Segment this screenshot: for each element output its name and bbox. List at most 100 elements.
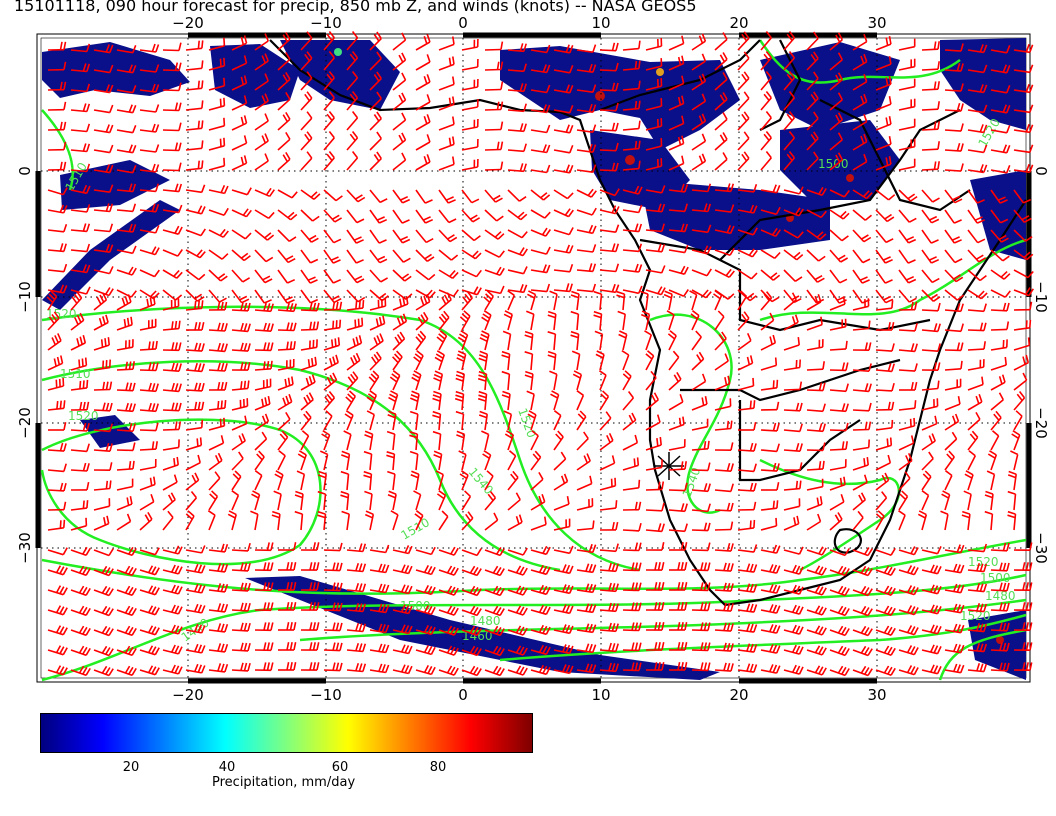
wind-barb <box>967 494 972 511</box>
wind-barb-flag <box>312 622 316 631</box>
wind-barb-flag <box>723 622 727 631</box>
wind-barb-flag <box>147 625 154 634</box>
wind-barb-flag <box>128 266 134 275</box>
wind-barb-flag <box>864 421 868 430</box>
wind-barb-flag <box>469 214 478 220</box>
wind-barb-flag <box>450 546 456 555</box>
wind-barb <box>277 249 289 263</box>
wind-barb-flag <box>791 604 797 613</box>
wind-barb-flag <box>62 667 68 676</box>
wind-barb <box>967 189 978 204</box>
wind-barb-flag <box>335 602 340 611</box>
wind-barb <box>300 514 304 531</box>
wind-barb <box>921 309 939 312</box>
wind-barb-flag <box>481 430 489 436</box>
wind-barb-flag <box>125 361 128 370</box>
wind-barb <box>484 168 502 171</box>
wind-barb-flag <box>657 562 661 571</box>
wind-barb-flag <box>960 644 965 653</box>
wind-barb <box>231 422 247 431</box>
wind-barb-flag <box>615 543 619 552</box>
wind-barb-flag <box>611 623 616 632</box>
wind-barb <box>806 520 821 531</box>
wind-barb <box>990 494 994 511</box>
wind-barb-flag <box>102 316 106 325</box>
wind-barb-flag <box>177 249 183 257</box>
wind-barb-flag <box>373 34 380 42</box>
wind-barb <box>553 629 570 635</box>
wind-barb <box>254 120 269 131</box>
wind-barb-flag <box>399 298 403 307</box>
wind-barb <box>737 489 755 492</box>
wind-barb <box>300 97 313 111</box>
wind-barb <box>93 49 110 54</box>
wind-barb-flag <box>661 185 666 194</box>
wind-barb-flag <box>178 183 183 192</box>
wind-barb <box>622 334 628 351</box>
wind-barb-flag <box>388 490 397 496</box>
wind-barb <box>875 497 888 511</box>
wind-barb-flag <box>918 510 927 516</box>
wind-barb <box>553 49 570 54</box>
wind-barb-flag <box>109 381 113 390</box>
wind-barb <box>438 414 442 431</box>
wind-barb <box>576 209 593 216</box>
wind-barb-flag <box>979 322 984 331</box>
wind-barb <box>898 105 915 111</box>
wind-barb-flag <box>167 494 174 503</box>
wind-barb <box>806 549 823 556</box>
wind-barb-flag <box>426 154 431 163</box>
wind-barb-flag <box>247 302 251 312</box>
wind-barb-flag <box>217 322 221 331</box>
wind-barb <box>944 368 962 371</box>
wind-barb-flag <box>611 455 616 464</box>
wind-barb <box>415 515 424 531</box>
wind-barb <box>714 269 730 279</box>
wind-barb <box>967 129 984 134</box>
wind-barb-flag <box>814 295 819 304</box>
wind-barb-flag <box>239 295 248 301</box>
wind-barb-flag <box>430 586 436 595</box>
wind-barb-flag <box>799 381 803 390</box>
wind-barb-flag <box>197 205 203 214</box>
wind-barb-flag <box>960 143 964 152</box>
wind-barb-flag <box>151 606 157 615</box>
wind-barb-flag <box>1029 104 1034 113</box>
wind-barb-flag <box>592 520 595 529</box>
wind-barb-flag <box>390 510 399 516</box>
wind-barb-flag <box>426 54 431 63</box>
wind-barb-flag <box>945 470 953 477</box>
wind-barb-flag <box>864 547 870 555</box>
wind-barb-flag <box>151 341 155 350</box>
wind-barb <box>70 569 87 577</box>
wind-barb <box>967 401 983 411</box>
wind-barb-flag <box>223 185 229 194</box>
wind-barb-flag <box>317 490 326 495</box>
wind-barb-flag <box>960 103 964 112</box>
wind-barb-flag <box>79 401 83 411</box>
wind-barb-flag <box>577 413 585 421</box>
wind-barb-flag <box>726 183 731 192</box>
wind-barb-flag <box>705 291 712 299</box>
wind-barb-flag <box>765 131 772 139</box>
wind-barb-flag <box>562 584 567 593</box>
wind-barb <box>346 117 359 131</box>
wind-barb-flag <box>355 259 364 264</box>
wind-barb-flag <box>528 290 536 296</box>
wind-barb <box>323 57 335 71</box>
wind-barb <box>461 569 478 577</box>
wind-barb <box>208 649 225 653</box>
wind-barb-flag <box>654 582 658 591</box>
wind-barb-flag <box>786 73 793 81</box>
wind-barb <box>622 529 640 532</box>
wind-barb-flag <box>817 513 822 522</box>
wind-barb-flag <box>975 412 981 420</box>
wind-barb-flag <box>224 564 229 573</box>
wind-barb-flag <box>450 606 456 615</box>
wind-barb-flag <box>615 82 619 91</box>
wind-barb <box>392 189 404 204</box>
wind-barb-flag <box>328 71 335 79</box>
wind-barb-flag <box>407 585 413 594</box>
wind-barb-flag <box>899 493 907 500</box>
wind-barb-flag <box>905 455 910 464</box>
